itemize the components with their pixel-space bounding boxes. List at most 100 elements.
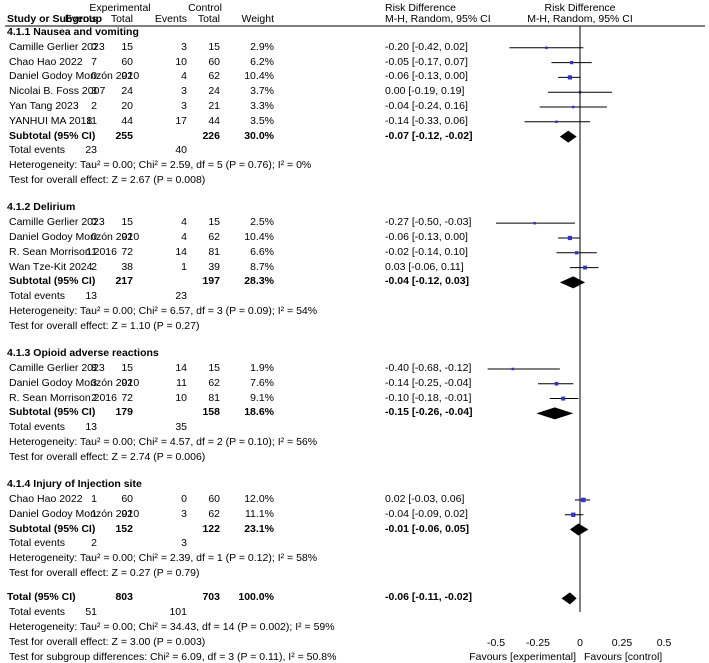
exp-events: 3	[91, 85, 97, 98]
subtotal-ci-text: -0.07 [-0.12, -0.02]	[385, 129, 473, 142]
study-name: Yan Tang 2023	[9, 100, 79, 112]
ci-text: -0.14 [-0.33, 0.06]	[385, 114, 468, 127]
weight: 6.2%	[250, 55, 274, 68]
ctl-events: 14	[175, 361, 187, 374]
ctl-events: 3	[181, 507, 187, 520]
header-rd-method: M-H, Random, 95% CI	[385, 13, 491, 25]
subtotal-weight: 30.0%	[244, 129, 274, 142]
subtotal-ctl-total: 226	[202, 129, 220, 142]
overall-total-events-ctl: 101	[169, 606, 187, 619]
ci-text: -0.06 [-0.13, 0.00]	[385, 70, 468, 83]
subtotal-weight: 28.3%	[244, 275, 274, 288]
favours-left: Favours [experimental]	[469, 650, 576, 663]
exp-events: 8	[91, 361, 97, 374]
ci-text: 0.03 [-0.06, 0.11]	[385, 260, 464, 273]
ctl-events: 4	[181, 70, 187, 83]
study-name: Chao Hao 2022	[9, 492, 83, 505]
effect-marker	[554, 381, 559, 386]
overall-effect-text: Test for overall effect: Z = 1.10 (P = 0…	[9, 319, 200, 332]
ci-text: -0.20 [-0.42, 0.02]	[385, 40, 468, 53]
subtotal-ci-text: -0.04 [-0.12, 0.03]	[385, 275, 470, 288]
subtotal-exp-total: 217	[115, 275, 133, 288]
x-tick-label: 0.25	[611, 636, 633, 649]
subtotal-ctl-total: 122	[202, 522, 220, 535]
subtotal-ci-text: -0.01 [-0.06, 0.05]	[385, 522, 470, 535]
overall-ci-text: -0.06 [-0.11, -0.02]	[385, 591, 472, 604]
weight: 2.5%	[250, 216, 274, 229]
exp-total: 60	[121, 55, 133, 68]
summary-diamond	[569, 523, 589, 536]
overall-label: Total (95% CI)	[7, 591, 76, 604]
subgroup-differences: Test for subgroup differences: Chi² = 6.…	[9, 650, 337, 663]
subtotal-label: Subtotal (95% CI)	[9, 129, 96, 142]
overall-total-events-exp: 51	[85, 606, 97, 619]
exp-total: 24	[121, 85, 133, 98]
ctl-events: 17	[175, 114, 187, 127]
exp-total: 15	[121, 40, 133, 53]
overall-effect-text: Test for overall effect: Z = 2.74 (P = 0…	[9, 450, 206, 463]
header-rd-method-plot: M-H, Random, 95% CI	[527, 13, 633, 25]
exp-total: 44	[121, 114, 133, 127]
overall-effect-text: Test for overall effect: Z = 0.27 (P = 0…	[9, 566, 200, 579]
favours-right: Favours [control]	[584, 650, 663, 663]
ctl-total: 62	[208, 230, 220, 243]
effect-marker	[581, 497, 586, 503]
total-events-ctl: 3	[181, 537, 187, 550]
study-name: R. Sean Morrison 2016	[9, 245, 117, 258]
header-rd-title: Risk Difference	[385, 2, 456, 14]
exp-events: 1	[91, 507, 97, 520]
subtotal-label: Subtotal (95% CI)	[9, 406, 96, 419]
study-name: Daniel Godoy Monzón 2010	[9, 376, 140, 389]
subgroup-title: 4.1.4 Injury of Injection site	[7, 478, 142, 491]
overall-total-events-label: Total events	[9, 606, 66, 619]
total-events-label: Total events	[9, 421, 66, 434]
forest-plot: Experimental Control Risk Difference Risk D…	[5, 2, 705, 663]
heterogeneity-text: Heterogeneity: Tau² = 0.00; Chi² = 6.57,…	[9, 304, 318, 317]
weight: 8.7%	[250, 260, 274, 273]
exp-total: 20	[121, 100, 133, 112]
study-name: Camille Gerlier 2023	[9, 361, 105, 374]
study-name: Camille Gerlier 2023	[9, 216, 105, 229]
exp-events: 2	[91, 100, 97, 112]
weight: 9.1%	[250, 391, 274, 404]
study-name: Chao Hao 2022	[9, 55, 83, 68]
exp-events: 1	[91, 492, 97, 505]
effect-marker	[533, 221, 536, 225]
ctl-total: 24	[208, 85, 220, 98]
study-name: Daniel Godoy Monzón 2010	[9, 230, 140, 243]
total-events-ctl: 35	[175, 421, 187, 434]
exp-events: 0	[91, 70, 97, 83]
ctl-events: 4	[181, 230, 187, 243]
exp-total: 72	[121, 245, 133, 258]
ci-text: -0.10 [-0.18, -0.01]	[385, 391, 472, 404]
ctl-total: 81	[208, 391, 220, 404]
ctl-total: 39	[208, 260, 220, 273]
summary-diamond	[536, 407, 574, 420]
exp-events: 11	[86, 114, 97, 127]
ctl-total: 60	[208, 492, 220, 505]
exp-total: 15	[121, 216, 133, 229]
effect-marker	[567, 235, 573, 241]
subtotal-exp-total: 179	[115, 406, 133, 419]
effect-marker	[574, 251, 579, 255]
forest-plot-marks	[5, 25, 705, 612]
subtotal-weight: 23.1%	[244, 522, 274, 535]
study-name: Daniel Godoy Monzón 2010	[9, 507, 140, 520]
ctl-total: 62	[208, 507, 220, 520]
ctl-events: 3	[181, 40, 187, 53]
heterogeneity-text: Heterogeneity: Tau² = 0.00; Chi² = 4.57,…	[9, 435, 318, 448]
subgroup-title: 4.1.3 Opioid adverse reactions	[7, 347, 159, 360]
weight: 1.9%	[250, 361, 274, 374]
effect-marker	[511, 367, 515, 371]
effect-marker	[571, 512, 576, 517]
weight: 3.5%	[250, 114, 274, 127]
exp-events: 0	[91, 40, 97, 53]
weight: 3.7%	[250, 85, 274, 98]
exp-events: 11	[86, 245, 97, 258]
effect-marker	[572, 105, 575, 109]
ctl-events: 11	[176, 376, 187, 389]
x-tick-label: -0.5	[486, 636, 506, 649]
ctl-events: 1	[181, 260, 187, 273]
total-events-ctl: 23	[175, 290, 187, 303]
overall-weight: 100.0%	[238, 591, 274, 604]
